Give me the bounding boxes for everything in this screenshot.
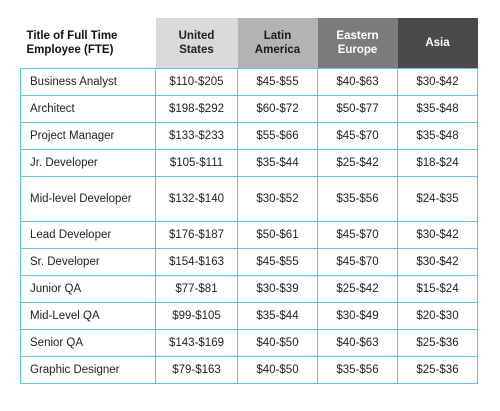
rate-eastern-europe: $40-$63	[317, 329, 398, 357]
role-title: Jr. Developer	[20, 149, 156, 177]
rate-united-states: $133-$233	[155, 122, 238, 150]
header-latin-america-line-1: Latin	[263, 30, 292, 42]
rate-eastern-europe: $25-$42	[317, 275, 398, 303]
role-title: Mid-level Developer	[20, 176, 156, 222]
table-row: Sr. Developer $154-$163 $45-$55 $45-$70 …	[20, 248, 478, 276]
header-asia: Asia	[397, 18, 478, 69]
rate-united-states: $143-$169	[155, 329, 238, 357]
rate-united-states: $110-$205	[155, 68, 238, 96]
role-title: Senior QA	[20, 329, 156, 357]
rate-latin-america: $35-$44	[237, 149, 318, 177]
rate-asia: $35-$48	[397, 122, 478, 150]
header-united-states-line-2: States	[179, 44, 214, 56]
header-fte-title-line-1: Title of Full Time	[26, 30, 118, 42]
rate-eastern-europe: $40-$63	[317, 68, 398, 96]
header-asia-line-1: Asia	[425, 37, 450, 49]
table-row: Junior QA $77-$81 $30-$39 $25-$42 $15-$2…	[20, 275, 478, 303]
table-row: Business Analyst $110-$205 $45-$55 $40-$…	[20, 68, 478, 96]
rate-eastern-europe: $45-$70	[317, 248, 398, 276]
rate-eastern-europe: $35-$56	[317, 356, 398, 384]
rate-latin-america: $40-$50	[237, 329, 318, 357]
rate-asia: $30-$42	[397, 248, 478, 276]
table-row: Graphic Designer $79-$163 $40-$50 $35-$5…	[20, 356, 478, 384]
rate-eastern-europe: $45-$70	[317, 122, 398, 150]
role-title: Mid-Level QA	[20, 302, 156, 330]
header-eastern-europe-line-2: Europe	[337, 44, 378, 56]
rate-asia: $35-$48	[397, 95, 478, 123]
header-latin-america-line-2: America	[254, 44, 301, 56]
table-row: Mid-level Developer $132-$140 $30-$52 $3…	[20, 176, 478, 222]
table-row: Jr. Developer $105-$111 $35-$44 $25-$42 …	[20, 149, 478, 177]
role-title: Sr. Developer	[20, 248, 156, 276]
rate-latin-america: $35-$44	[237, 302, 318, 330]
table-row: Mid-Level QA $99-$105 $35-$44 $30-$49 $2…	[20, 302, 478, 330]
header-latin-america: Latin America	[237, 18, 318, 69]
rate-table-container: Title of Full Time Employee (FTE) United…	[20, 18, 478, 384]
rate-united-states: $99-$105	[155, 302, 238, 330]
rate-latin-america: $50-$61	[237, 221, 318, 249]
fte-rate-table: Title of Full Time Employee (FTE) United…	[20, 18, 478, 384]
rate-asia: $20-$30	[397, 302, 478, 330]
rate-latin-america: $40-$50	[237, 356, 318, 384]
header-eastern-europe-line-1: Eastern	[336, 30, 379, 42]
rate-latin-america: $55-$66	[237, 122, 318, 150]
rate-asia: $18-$24	[397, 149, 478, 177]
rate-latin-america: $30-$52	[237, 176, 318, 222]
rate-united-states: $132-$140	[155, 176, 238, 222]
header-eastern-europe: Eastern Europe	[317, 18, 398, 69]
rate-eastern-europe: $45-$70	[317, 221, 398, 249]
rate-latin-america: $30-$39	[237, 275, 318, 303]
header-united-states-line-1: United	[178, 30, 215, 42]
rate-eastern-europe: $35-$56	[317, 176, 398, 222]
role-title: Graphic Designer	[20, 356, 156, 384]
role-title: Business Analyst	[20, 68, 156, 96]
header-row: Title of Full Time Employee (FTE) United…	[20, 18, 478, 69]
table-row: Architect $198-$292 $60-$72 $50-$77 $35-…	[20, 95, 478, 123]
rate-united-states: $79-$163	[155, 356, 238, 384]
rate-latin-america: $60-$72	[237, 95, 318, 123]
table-row: Lead Developer $176-$187 $50-$61 $45-$70…	[20, 221, 478, 249]
rate-eastern-europe: $25-$42	[317, 149, 398, 177]
rate-united-states: $198-$292	[155, 95, 238, 123]
rate-latin-america: $45-$55	[237, 248, 318, 276]
rate-eastern-europe: $30-$49	[317, 302, 398, 330]
rate-asia: $30-$42	[397, 68, 478, 96]
rate-asia: $25-$36	[397, 329, 478, 357]
rate-asia: $24-$35	[397, 176, 478, 222]
rate-latin-america: $45-$55	[237, 68, 318, 96]
header-fte-title-line-2: Employee (FTE)	[26, 44, 114, 56]
rate-united-states: $105-$111	[155, 149, 238, 177]
role-title: Lead Developer	[20, 221, 156, 249]
rate-united-states: $176-$187	[155, 221, 238, 249]
table-row: Senior QA $143-$169 $40-$50 $40-$63 $25-…	[20, 329, 478, 357]
role-title: Project Manager	[20, 122, 156, 150]
rate-united-states: $154-$163	[155, 248, 238, 276]
table-row: Project Manager $133-$233 $55-$66 $45-$7…	[20, 122, 478, 150]
rate-asia: $15-$24	[397, 275, 478, 303]
rate-asia: $30-$42	[397, 221, 478, 249]
rate-united-states: $77-$81	[155, 275, 238, 303]
role-title: Junior QA	[20, 275, 156, 303]
rate-asia: $25-$36	[397, 356, 478, 384]
role-title: Architect	[20, 95, 156, 123]
rate-eastern-europe: $50-$77	[317, 95, 398, 123]
header-fte-title: Title of Full Time Employee (FTE)	[20, 18, 156, 69]
header-united-states: United States	[155, 18, 238, 69]
